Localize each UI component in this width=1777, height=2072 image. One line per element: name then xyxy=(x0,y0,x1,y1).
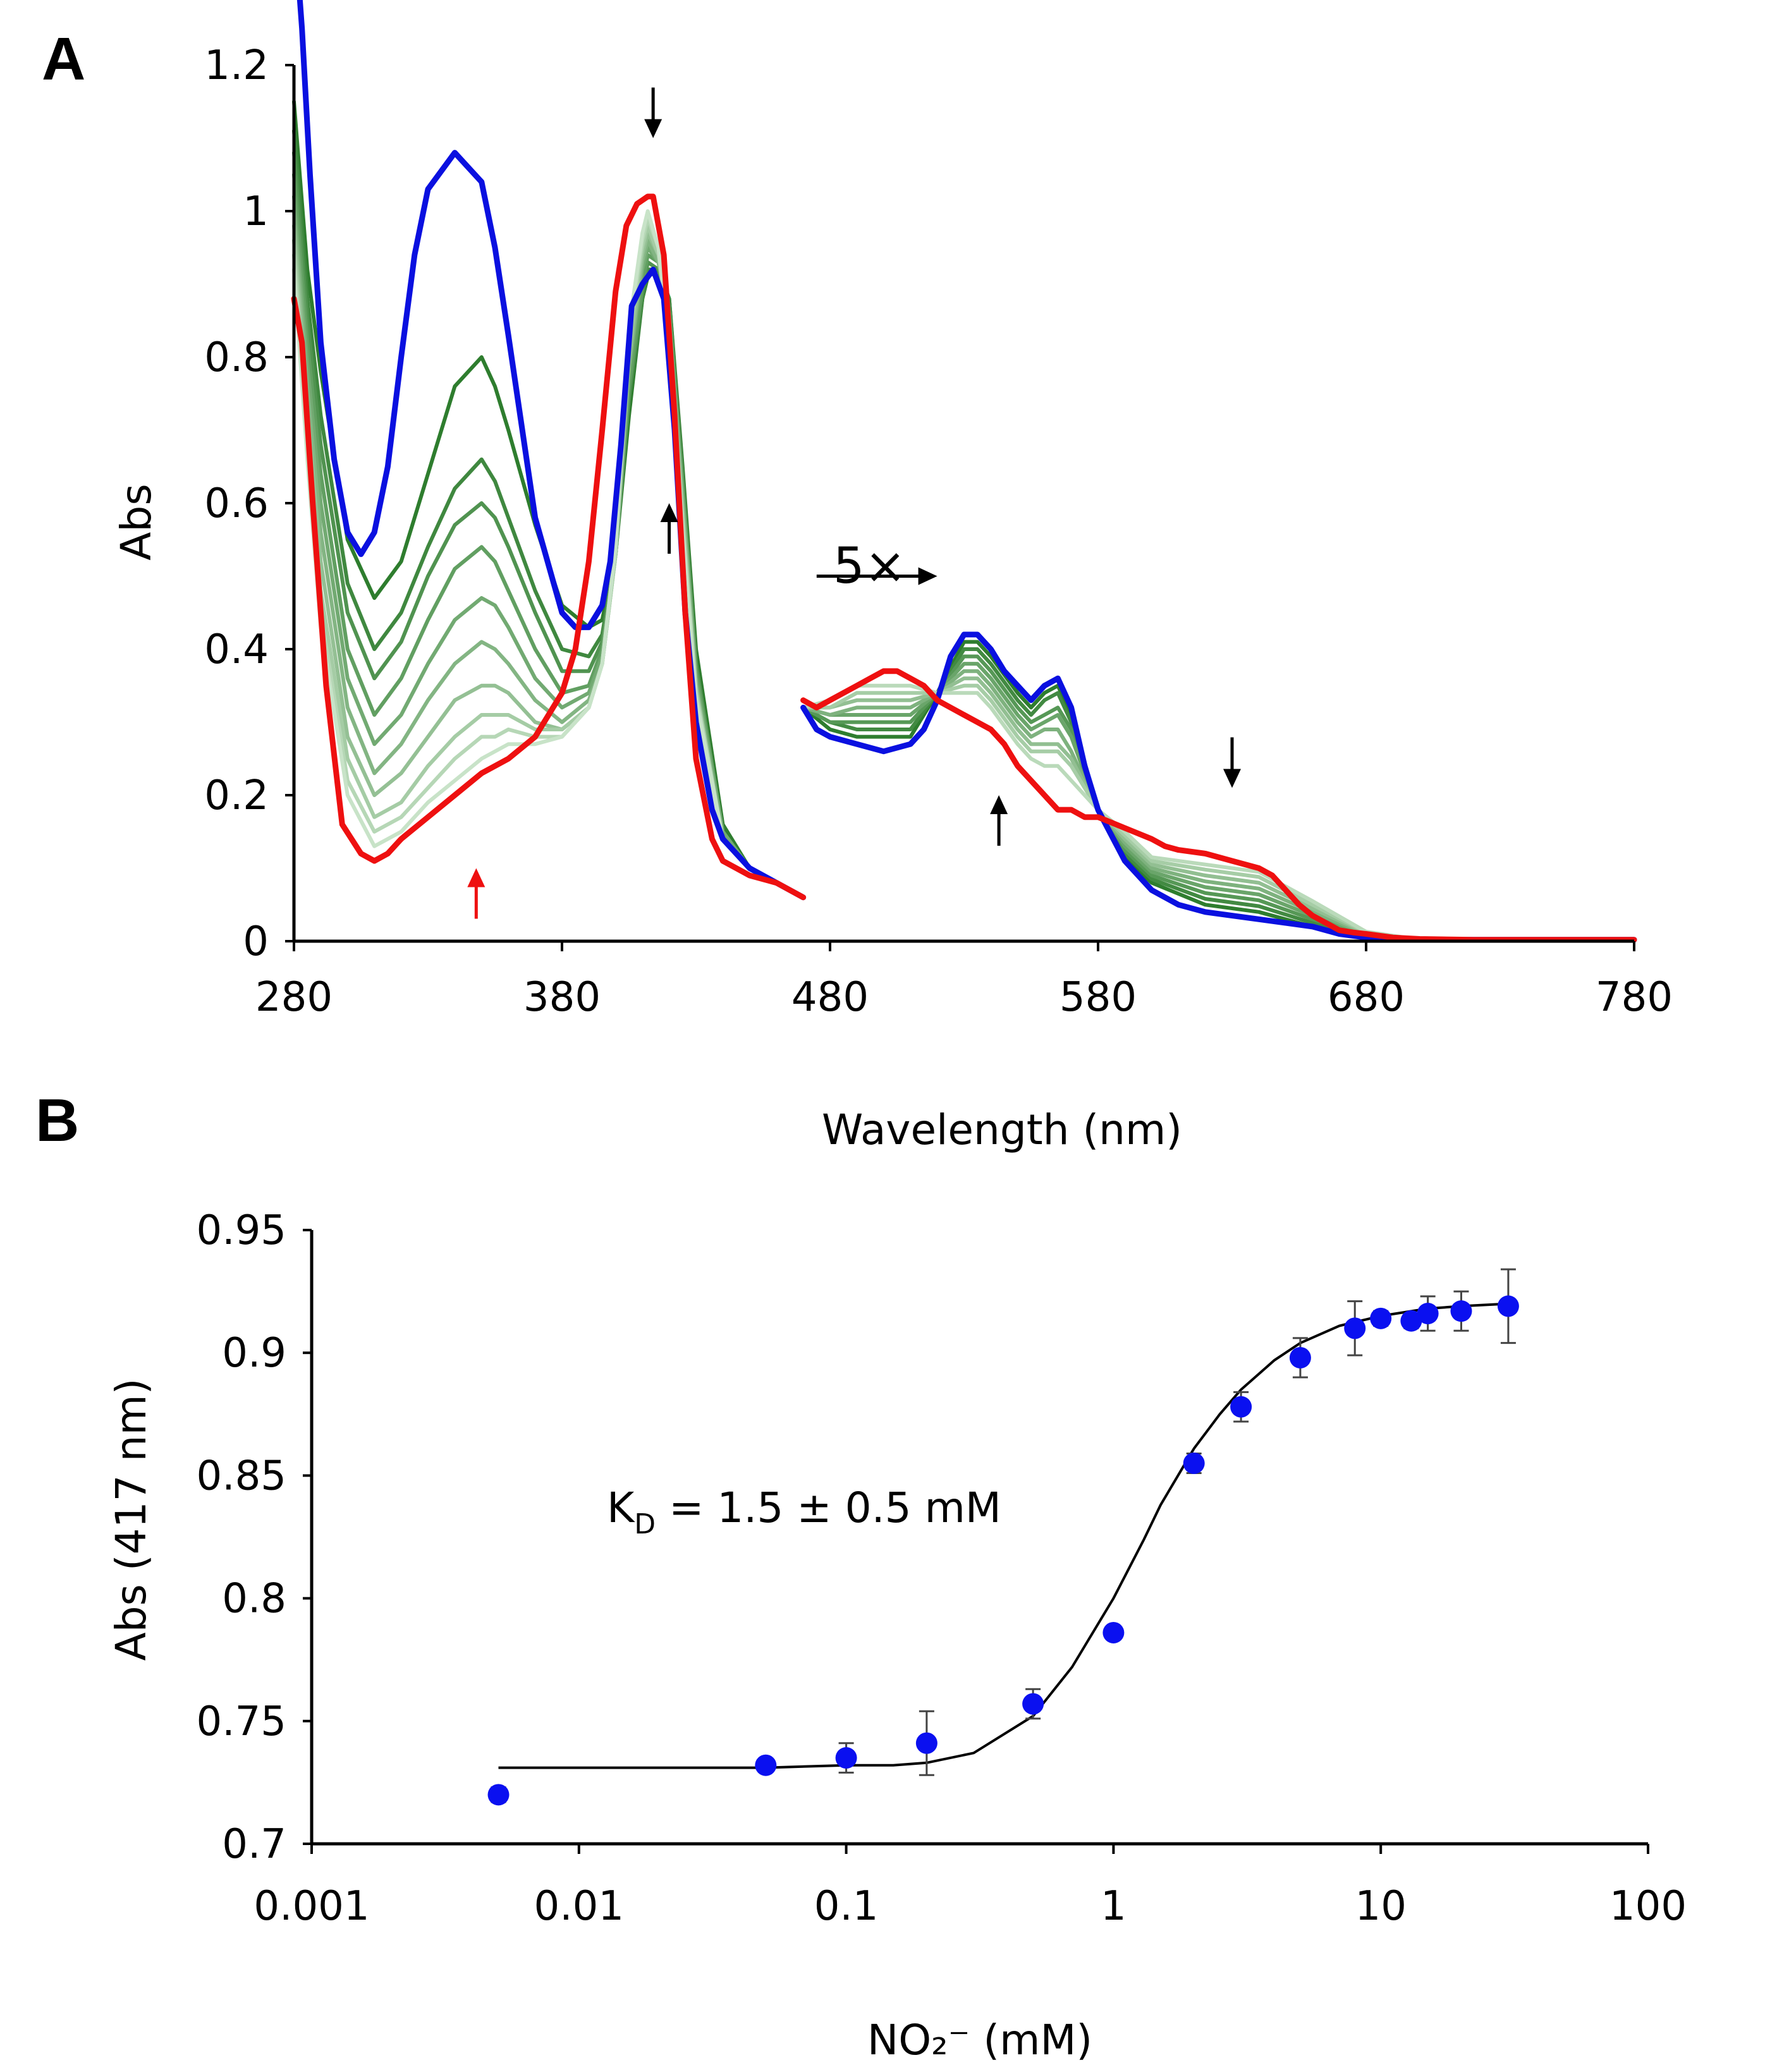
data-point xyxy=(1497,1295,1519,1317)
panel-a-y-tick-label: 1.2 xyxy=(204,42,269,89)
spectrum-line-initial xyxy=(800,631,1637,943)
data-point xyxy=(755,1754,777,1776)
panel-a-x-axis-title: Wavelength (nm) xyxy=(822,1106,1182,1154)
spectrum-line-n1 xyxy=(292,99,805,899)
data-point xyxy=(915,1732,937,1754)
up-arrow-head xyxy=(990,795,1008,814)
panel-b-x-tick-label: 10 xyxy=(1355,1883,1406,1930)
spectrum-line-v2 xyxy=(801,647,1636,942)
panel-a-x-tick-label: 680 xyxy=(1328,974,1405,1021)
panel-a-x-tick-label: 280 xyxy=(255,974,333,1021)
spectrum-line-n6 xyxy=(292,209,805,899)
panel-a-x-tick-label: 580 xyxy=(1059,974,1137,1021)
spectrum-line-final xyxy=(291,193,807,901)
spectrum-line-v8 xyxy=(801,683,1636,942)
panel-a-annotations xyxy=(467,87,1241,919)
data-point xyxy=(1289,1346,1311,1368)
data-point xyxy=(1370,1307,1392,1329)
panel-a-y-tick-label: 0 xyxy=(243,918,269,965)
data-point xyxy=(1450,1300,1472,1322)
data-point xyxy=(1400,1310,1422,1332)
panel-b-chart: 0.70.750.80.850.90.950.001 0.01 0.1 1 10 100 … xyxy=(107,1207,1687,2064)
down-arrow-head xyxy=(644,119,663,138)
panel-a-x-tick-label: 380 xyxy=(523,974,601,1021)
panel-b-y-tick-label: 0.85 xyxy=(197,1453,287,1499)
data-point xyxy=(1344,1317,1366,1339)
panel-b-x-tick-label: 0.01 xyxy=(534,1883,625,1930)
panel-a-y-tick-label: 0.6 xyxy=(204,480,269,527)
panel-a-y-tick-label: 0.4 xyxy=(204,626,269,673)
up-arrow-head xyxy=(660,503,678,522)
panel-b-label: B xyxy=(35,1087,79,1154)
scale-factor-label: 5× xyxy=(833,538,906,595)
spectrum-line-n5 xyxy=(292,194,805,899)
panel-b-y-tick-label: 0.95 xyxy=(197,1207,287,1254)
panel-b-x-tick-label: 1 xyxy=(1101,1883,1127,1930)
panel-b-y-axis-title: Abs (417 nm) xyxy=(107,1379,156,1661)
down-arrow-head xyxy=(1223,769,1241,788)
kd-annotation: KD = 1.5 ± 0.5 mM xyxy=(607,1484,1001,1540)
panel-b-y-tick-label: 0.8 xyxy=(222,1576,286,1623)
panel-a-label: A xyxy=(42,25,85,93)
panel-a-y-axis-title: Abs xyxy=(112,484,161,560)
spectrum-line-n10 xyxy=(292,209,805,899)
data-point xyxy=(1230,1396,1252,1418)
panel-b-y-tick-label: 0.7 xyxy=(222,1821,286,1868)
spectrum-line-final xyxy=(800,668,1637,943)
panel-b-x-tick-label: 0.1 xyxy=(814,1883,879,1930)
data-point xyxy=(1183,1452,1205,1474)
panel-a-y-tick-label: 0.2 xyxy=(204,772,269,819)
right-arrow-head xyxy=(918,567,937,585)
data-point xyxy=(1417,1303,1439,1325)
panel-a-y-tick-label: 0.8 xyxy=(204,334,269,381)
panel-b-x-axis-title: NO₂⁻ (mM) xyxy=(867,2016,1092,2064)
panel-b-y-tick-label: 0.9 xyxy=(222,1330,286,1377)
panel-b-x-tick-label: 0.001 xyxy=(253,1883,369,1930)
spectrum-line-v7 xyxy=(801,683,1636,942)
panel-a-axes: 0 0.2 0.4 0.6 0.8 1 1.2 280 380 480 580 680 780 xyxy=(204,42,1673,1021)
spectra-series-group xyxy=(291,0,1637,943)
panel-a-x-tick-label: 480 xyxy=(791,974,869,1021)
up-arrow-head xyxy=(467,868,485,887)
data-point xyxy=(835,1747,857,1769)
spectrum-line-v5 xyxy=(801,669,1636,942)
data-point xyxy=(487,1784,510,1806)
panel-b-axes: 0.7 0.75 0.8 0.85 0.9 0.95 0.001 0.01 0.1 1 10 100 xyxy=(197,1207,1687,1930)
panel-a-y-tick-label: 1 xyxy=(243,188,269,235)
data-point xyxy=(1022,1693,1044,1715)
data-points-group xyxy=(487,1268,1519,1806)
spectrum-line-v6 xyxy=(801,676,1636,942)
panel-b-x-tick-label: 100 xyxy=(1609,1883,1687,1930)
panel-b-y-tick-label: 0.75 xyxy=(197,1698,287,1745)
panel-a-chart: 0 0.2 0.4 0.6 0.8 1 1.2 280 380 480 580 680 780 Wave… xyxy=(112,0,1673,1154)
data-point xyxy=(1102,1621,1125,1643)
panel-a-x-tick-label: 780 xyxy=(1596,974,1673,1021)
